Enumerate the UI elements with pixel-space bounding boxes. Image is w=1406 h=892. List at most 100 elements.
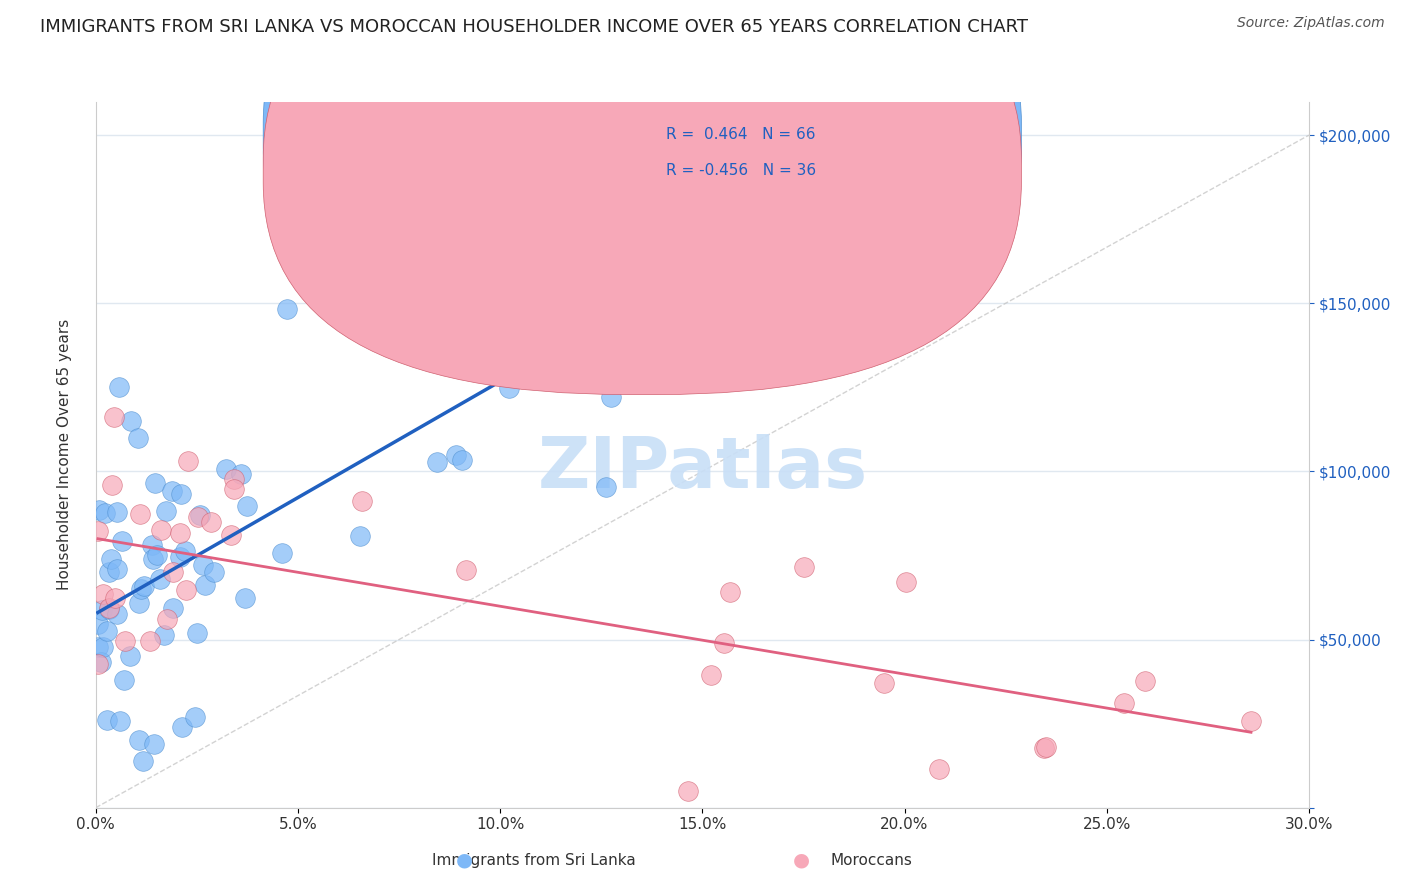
Point	[456, 563, 478, 577]
Point	[169, 526, 191, 541]
Point	[349, 529, 371, 543]
Point	[1133, 674, 1156, 689]
Point	[108, 380, 131, 394]
Point	[120, 648, 142, 663]
Point	[162, 600, 184, 615]
Point	[600, 390, 623, 404]
Point	[489, 145, 512, 159]
Point	[155, 504, 177, 518]
Point	[176, 583, 198, 598]
Point	[554, 342, 576, 356]
Point	[127, 431, 149, 445]
Point	[893, 178, 915, 193]
Point	[91, 586, 114, 600]
Text: ●: ●	[793, 850, 810, 869]
Point	[104, 591, 127, 606]
Point	[172, 720, 194, 734]
Text: Immigrants from Sri Lanka: Immigrants from Sri Lanka	[433, 854, 636, 868]
Point	[120, 414, 142, 428]
Text: Moroccans: Moroccans	[831, 854, 912, 868]
Y-axis label: Householder Income Over 65 years: Householder Income Over 65 years	[58, 319, 72, 591]
Point	[143, 738, 166, 752]
Point	[87, 657, 110, 672]
Text: R = -0.456   N = 36: R = -0.456 N = 36	[666, 162, 815, 178]
Point	[700, 667, 723, 681]
Point	[98, 602, 121, 616]
Point	[138, 634, 160, 648]
Text: ●: ●	[456, 850, 472, 869]
Point	[145, 548, 167, 562]
Point	[187, 509, 209, 524]
Point	[101, 478, 124, 492]
Point	[149, 523, 172, 537]
Point	[129, 582, 152, 596]
Point	[676, 784, 699, 798]
Point	[100, 552, 122, 566]
Point	[132, 755, 155, 769]
Point	[170, 487, 193, 501]
Point	[498, 381, 520, 395]
Point	[896, 575, 918, 590]
Point	[1112, 696, 1135, 710]
Point	[111, 533, 134, 548]
Point	[215, 462, 238, 476]
Point	[873, 676, 896, 690]
Point	[129, 507, 152, 521]
Point	[219, 527, 242, 541]
Point	[191, 558, 214, 572]
Point	[97, 600, 120, 615]
FancyBboxPatch shape	[263, 0, 1021, 394]
Point	[451, 453, 474, 467]
Point	[194, 578, 217, 592]
Point	[96, 624, 118, 638]
Point	[87, 640, 110, 654]
Point	[105, 607, 128, 621]
Point	[107, 561, 129, 575]
FancyBboxPatch shape	[606, 109, 921, 201]
Point	[270, 546, 292, 560]
Point	[222, 473, 245, 487]
Point	[128, 596, 150, 610]
Point	[200, 515, 222, 529]
Point	[105, 505, 128, 519]
Point	[718, 585, 741, 599]
Point	[426, 455, 449, 469]
FancyBboxPatch shape	[263, 0, 1021, 359]
Text: R =  0.464   N = 66: R = 0.464 N = 66	[666, 128, 815, 142]
Point	[87, 502, 110, 516]
Point	[156, 612, 179, 626]
Point	[141, 538, 163, 552]
Point	[132, 579, 155, 593]
Point	[108, 714, 131, 728]
Point	[162, 565, 184, 579]
Point	[229, 467, 252, 481]
Point	[142, 552, 165, 566]
Point	[114, 634, 136, 648]
Point	[94, 506, 117, 520]
Point	[145, 475, 167, 490]
Point	[177, 453, 200, 467]
Point	[90, 603, 112, 617]
Point	[96, 713, 118, 727]
Point	[160, 483, 183, 498]
Point	[174, 544, 197, 558]
Point	[276, 301, 298, 316]
Point	[98, 566, 121, 580]
Point	[813, 212, 835, 227]
Point	[202, 565, 225, 579]
Point	[148, 572, 170, 586]
Point	[169, 549, 191, 564]
Point	[90, 655, 112, 669]
Text: Source: ZipAtlas.com: Source: ZipAtlas.com	[1237, 16, 1385, 29]
Point	[128, 733, 150, 747]
Point	[186, 625, 208, 640]
Point	[222, 482, 245, 496]
Point	[610, 178, 633, 193]
Point	[184, 710, 207, 724]
Point	[1035, 739, 1057, 754]
Point	[103, 409, 125, 424]
Point	[87, 524, 110, 539]
Text: IMMIGRANTS FROM SRI LANKA VS MOROCCAN HOUSEHOLDER INCOME OVER 65 YEARS CORRELATI: IMMIGRANTS FROM SRI LANKA VS MOROCCAN HO…	[41, 18, 1028, 36]
Point	[112, 673, 135, 687]
Point	[713, 636, 735, 650]
